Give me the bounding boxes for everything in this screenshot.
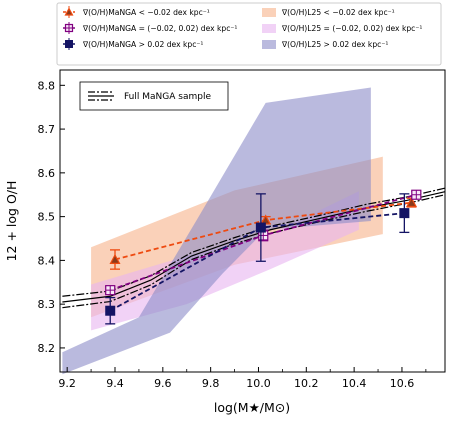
legend-item-manga-1: ∇(O/H)MaNGA = (−0.02, 0.02) dex kpc⁻¹: [63, 22, 237, 34]
inset-legend: Full MaNGA sample: [79, 81, 229, 111]
full-sample-line-2: [62, 194, 446, 309]
y-tick-label: 8.4: [38, 254, 56, 267]
legend-label: ∇(O/H)L25 < −0.02 dex kpc⁻¹: [281, 8, 395, 17]
data-point: [109, 253, 121, 264]
legend-item-l25-2: ∇(O/H)L25 > 0.02 dex kpc⁻¹: [262, 40, 388, 49]
legend-label: ∇(O/H)MaNGA < −0.02 dex kpc⁻¹: [82, 8, 210, 17]
l25-band-2: [62, 87, 371, 375]
data-point: [406, 196, 418, 208]
inset-legend-label: Full MaNGA sample: [124, 92, 211, 102]
x-tick-label: 9.2: [58, 377, 76, 390]
plot-area: Full MaNGA sample 9.2 9.4 9.6 9.8 10.0 10.2 10…: [38, 69, 446, 390]
legend-swatch: [262, 24, 276, 33]
x-tick-label: 10.6: [390, 377, 415, 390]
y-tick-label: 8.2: [38, 342, 56, 355]
legend-item-manga-2: ∇(O/H)MaNGA > 0.02 dex kpc⁻¹: [63, 38, 203, 50]
legend-item-l25-0: ∇(O/H)L25 < −0.02 dex kpc⁻¹: [262, 8, 395, 17]
legend-frame: [56, 2, 442, 66]
y-axis-label: 12 + log O/H: [4, 181, 19, 262]
legend-marker: [64, 7, 74, 16]
legend-label: ∇(O/H)MaNGA > 0.02 dex kpc⁻¹: [82, 40, 203, 49]
y-tick-label: 8.5: [38, 211, 56, 224]
ticks-layer: 9.2 9.4 9.6 9.8 10.0 10.2 10.4 10.6 8.2 8.3 8.4 8.5…: [38, 79, 427, 390]
legend-item-manga-0: ∇(O/H)MaNGA < −0.02 dex kpc⁻¹: [63, 6, 210, 18]
legend-entries: ∇(O/H)MaNGA < −0.02 dex kpc⁻¹ ∇(O/H)MaNGA…: [63, 6, 422, 50]
x-axis-label: log(M★/M⊙): [214, 400, 290, 415]
x-tick-label: 10.0: [246, 377, 271, 390]
data-point: [255, 222, 266, 233]
legend-label: ∇(O/H)MaNGA = (−0.02, 0.02) dex kpc⁻¹: [82, 24, 237, 33]
x-tick-label: 10.4: [342, 377, 367, 390]
data-point: [399, 208, 410, 219]
legend-swatch: [262, 8, 276, 17]
legend-label: ∇(O/H)L25 > 0.02 dex kpc⁻¹: [281, 40, 388, 49]
y-tick-label: 8.8: [38, 79, 56, 92]
y-tick-label: 8.6: [38, 167, 56, 180]
x-tick-label: 9.8: [202, 377, 220, 390]
x-tick-label: 9.4: [106, 377, 124, 390]
data-point: [105, 305, 116, 316]
series-0: [109, 196, 418, 270]
legend-item-l25-1: ∇(O/H)L25 = (−0.02, 0.02) dex kpc⁻¹: [262, 24, 422, 33]
x-tick-label: 9.6: [154, 377, 172, 390]
legend: ∇(O/H)MaNGA < −0.02 dex kpc⁻¹ ∇(O/H)MaNGA…: [56, 2, 442, 66]
y-tick-label: 8.7: [38, 123, 56, 136]
manga-series-layer: [105, 189, 422, 325]
full-sample-line-0: [62, 191, 446, 303]
legend-swatch: [262, 40, 276, 49]
y-tick-label: 8.3: [38, 298, 56, 311]
legend-label: ∇(O/H)L25 = (−0.02, 0.02) dex kpc⁻¹: [281, 24, 422, 33]
x-tick-label: 10.2: [294, 377, 319, 390]
series-2: [105, 193, 410, 325]
legend-marker: [65, 40, 73, 48]
axes-border: [59, 69, 446, 373]
